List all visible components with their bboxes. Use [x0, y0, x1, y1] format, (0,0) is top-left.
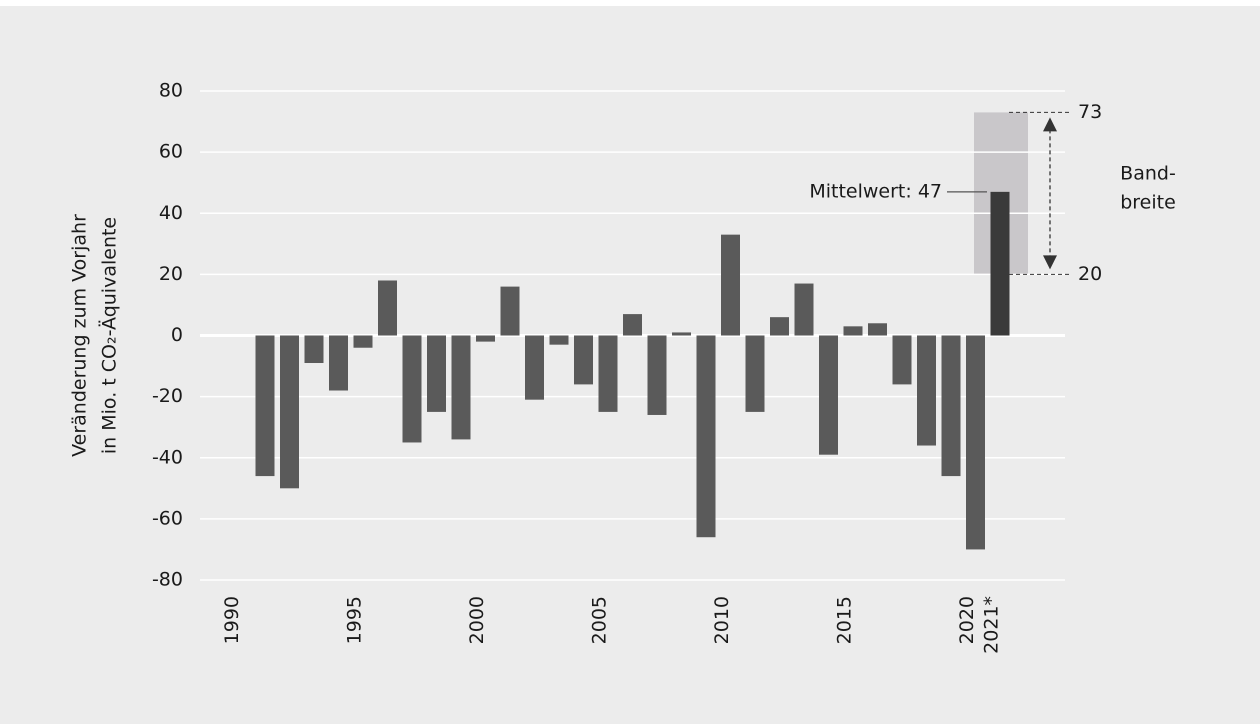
bar: [770, 317, 789, 336]
y-tick-label: 60: [159, 141, 183, 163]
y-tick-label: 40: [159, 202, 183, 224]
range-label: breite: [1120, 192, 1176, 214]
bar: [721, 234, 740, 336]
bar: [794, 283, 814, 336]
arrow-head: [1043, 255, 1057, 270]
bar: [304, 335, 324, 364]
bar: [966, 335, 985, 550]
bar: [598, 335, 618, 412]
y-axis-label: Veränderung zum Vorjahr: [69, 214, 91, 457]
x-tick-label: 2000: [466, 596, 488, 644]
x-tick-label: 2005: [589, 596, 611, 644]
bar: [917, 335, 936, 446]
x-tick-label: 1995: [344, 596, 366, 644]
x-tick-label: 2020: [956, 596, 978, 644]
bar: [329, 335, 348, 391]
bar: [868, 323, 887, 336]
y-tick-label: 80: [159, 80, 183, 102]
bar: [549, 335, 569, 345]
bar: [500, 286, 520, 336]
range-label: Band-: [1120, 163, 1176, 185]
arrow-head: [1043, 117, 1057, 132]
bar: [990, 191, 1010, 336]
bar: [574, 335, 593, 385]
x-tick-label: 2015: [834, 596, 856, 644]
y-tick-label: -20: [152, 385, 183, 407]
bar: [672, 332, 691, 336]
bar: [745, 335, 765, 412]
bar: [941, 335, 961, 477]
bar: [623, 314, 642, 336]
y-tick-label: -60: [152, 507, 183, 529]
bar: [819, 335, 838, 455]
bar: [843, 326, 863, 336]
range-value-label: 73: [1078, 101, 1102, 123]
range-value-label: 20: [1078, 263, 1102, 285]
bar: [255, 335, 275, 477]
bar: [353, 335, 373, 348]
y-tick-label: 20: [159, 263, 183, 285]
value-label: Mittelwert: 47: [809, 180, 942, 202]
bar: [525, 335, 544, 400]
background: [0, 6, 1260, 724]
bar: [451, 335, 471, 440]
bar: [647, 335, 667, 415]
y-tick-label: -80: [152, 569, 183, 591]
x-tick-label: 2010: [711, 596, 733, 644]
bar: [427, 335, 446, 412]
x-tick-label: 2021*: [981, 596, 1003, 654]
bar: [402, 335, 422, 443]
y-axis-label: in Mio. t CO₂-Äquivalente: [98, 217, 121, 454]
bar: [280, 335, 299, 489]
bar: [378, 280, 397, 336]
bar: [892, 335, 912, 385]
x-tick-label: 1990: [221, 596, 243, 644]
y-tick-label: -40: [152, 446, 183, 468]
y-tick-label: 0: [171, 324, 183, 346]
bar: [476, 335, 495, 342]
bar: [696, 335, 716, 538]
